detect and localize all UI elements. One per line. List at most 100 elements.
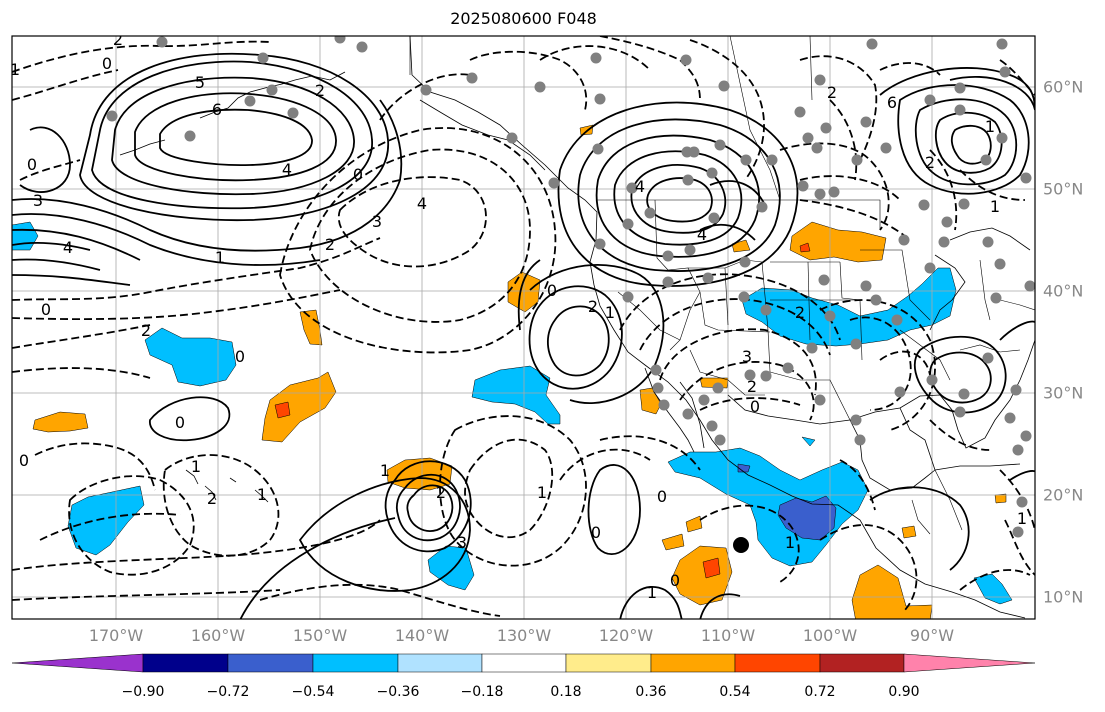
station-markers bbox=[106, 36, 1035, 538]
station-marker bbox=[782, 362, 794, 374]
lat-label: 10°N bbox=[1043, 587, 1084, 607]
station-marker bbox=[590, 52, 602, 64]
colorbar-tick-label: 0.72 bbox=[804, 684, 836, 700]
station-marker bbox=[718, 80, 730, 92]
colorbar-bin-6 bbox=[565, 653, 652, 673]
station-marker bbox=[702, 272, 714, 284]
station-marker bbox=[706, 167, 718, 179]
station-marker bbox=[592, 143, 604, 155]
station-marker bbox=[680, 54, 692, 66]
station-marker bbox=[938, 236, 950, 248]
station-marker bbox=[954, 406, 966, 418]
station-marker bbox=[106, 110, 118, 122]
colorbar-bin-7 bbox=[650, 653, 736, 673]
contour-label: 4 bbox=[63, 238, 73, 257]
station-marker bbox=[854, 434, 866, 446]
orange-blob-plains bbox=[789, 221, 887, 263]
contour-label: 4 bbox=[282, 160, 292, 179]
station-marker bbox=[739, 256, 751, 268]
station-marker bbox=[860, 116, 872, 128]
red-blob-midpacific bbox=[274, 401, 291, 419]
contour-label: 1 bbox=[380, 461, 390, 480]
station-marker bbox=[712, 382, 724, 394]
contour-label: 2 bbox=[141, 321, 151, 340]
colorbar-tick-label: 0.90 bbox=[888, 684, 920, 700]
contour-label: 0 bbox=[41, 300, 51, 319]
colorbar-tick-label: −0.90 bbox=[121, 684, 165, 700]
station-marker bbox=[708, 212, 720, 224]
colorbar-bin-1 bbox=[142, 653, 229, 673]
station-marker bbox=[824, 310, 836, 322]
orange-blob-central-am bbox=[901, 525, 917, 539]
red-blob-eastern-pac bbox=[702, 557, 721, 579]
lon-label: 150°W bbox=[292, 626, 348, 645]
station-marker bbox=[926, 374, 938, 386]
station-marker bbox=[622, 291, 634, 303]
lon-label: 170°W bbox=[88, 626, 144, 645]
station-marker bbox=[466, 72, 478, 84]
colorbar bbox=[11, 653, 1036, 673]
orange-blob-baja bbox=[639, 387, 662, 415]
station-marker bbox=[794, 106, 806, 118]
station-marker bbox=[880, 142, 892, 154]
station-marker bbox=[1010, 384, 1022, 396]
orange-blob-central bbox=[386, 457, 453, 491]
colorbar-tick-label: 0.36 bbox=[635, 684, 667, 700]
station-marker bbox=[818, 274, 830, 286]
colorbar-tick-label: 0.18 bbox=[550, 684, 582, 700]
station-marker bbox=[738, 291, 750, 303]
station-marker bbox=[894, 386, 906, 398]
station-marker bbox=[1020, 172, 1032, 184]
station-marker bbox=[994, 258, 1006, 270]
station-marker bbox=[760, 304, 772, 316]
colorbar-bin-5 bbox=[481, 653, 567, 673]
contour-label: 2 bbox=[207, 489, 217, 508]
station-marker bbox=[766, 154, 778, 166]
colorbar-tick-label: −0.36 bbox=[376, 684, 420, 700]
contour-label: 0 bbox=[19, 451, 29, 470]
contour-label: 1 bbox=[985, 117, 995, 136]
lon-label: 110°W bbox=[700, 626, 756, 645]
contour-label: 1 bbox=[10, 60, 20, 79]
contour-label: 2 bbox=[795, 303, 805, 322]
station-marker bbox=[760, 370, 772, 382]
station-marker bbox=[999, 66, 1011, 78]
station-marker bbox=[1012, 526, 1024, 538]
contour-labels: 2 0 0 5 6 4 3 4 1 0 2 1 0 0 4 3 2 2 0 0 … bbox=[10, 15, 1027, 602]
contour-label: 1 bbox=[191, 457, 201, 476]
contour-label: 0 bbox=[235, 347, 245, 366]
station-marker bbox=[814, 394, 826, 406]
cyan-blob-gulf-small bbox=[801, 436, 816, 447]
map-title: 2025080600 F048 bbox=[450, 9, 597, 28]
map-frame bbox=[11, 35, 1036, 620]
contour-label: 1 bbox=[647, 583, 657, 602]
contour-label: 1 bbox=[537, 483, 547, 502]
contour-label: 4 bbox=[697, 225, 707, 244]
contour-label: 4 bbox=[417, 194, 427, 213]
cyan-blob-caribbean bbox=[973, 573, 1013, 605]
contour-label: 0 bbox=[353, 165, 363, 184]
contour-label: 0 bbox=[657, 487, 667, 506]
contour-label: 5 bbox=[195, 73, 205, 92]
station-marker bbox=[820, 122, 832, 134]
contour-label: 2 bbox=[315, 81, 325, 100]
station-marker bbox=[1020, 430, 1032, 442]
colorbar-bin-4 bbox=[397, 653, 483, 673]
colorbar-tick-label: −0.54 bbox=[291, 684, 335, 700]
orange-blob-midpacific bbox=[261, 371, 337, 443]
station-marker bbox=[866, 38, 878, 50]
station-marker bbox=[954, 82, 966, 94]
lat-label: 20°N bbox=[1043, 485, 1084, 505]
station-marker bbox=[740, 154, 752, 166]
contour-label: 3 bbox=[550, 15, 560, 34]
station-marker bbox=[806, 342, 818, 354]
state-borders bbox=[409, 36, 1035, 535]
contour-label: 2 bbox=[113, 30, 123, 49]
station-marker bbox=[828, 186, 840, 198]
contour-label: 2 bbox=[588, 297, 598, 316]
station-marker bbox=[662, 250, 674, 262]
station-marker bbox=[996, 38, 1008, 50]
station-marker bbox=[958, 198, 970, 210]
station-marker bbox=[506, 132, 518, 144]
station-marker bbox=[644, 207, 656, 219]
